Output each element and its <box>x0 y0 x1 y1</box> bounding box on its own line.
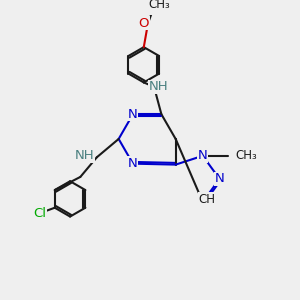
Text: NH: NH <box>148 80 168 93</box>
Text: N: N <box>214 172 224 185</box>
Text: N: N <box>198 149 208 162</box>
Text: N: N <box>128 108 138 121</box>
Text: N: N <box>128 157 138 170</box>
Text: CH₃: CH₃ <box>236 149 257 162</box>
Text: Cl: Cl <box>34 207 46 220</box>
Text: O: O <box>139 17 149 30</box>
Text: CH₃: CH₃ <box>148 0 170 11</box>
Text: CH: CH <box>199 193 215 206</box>
Text: NH: NH <box>74 149 94 162</box>
